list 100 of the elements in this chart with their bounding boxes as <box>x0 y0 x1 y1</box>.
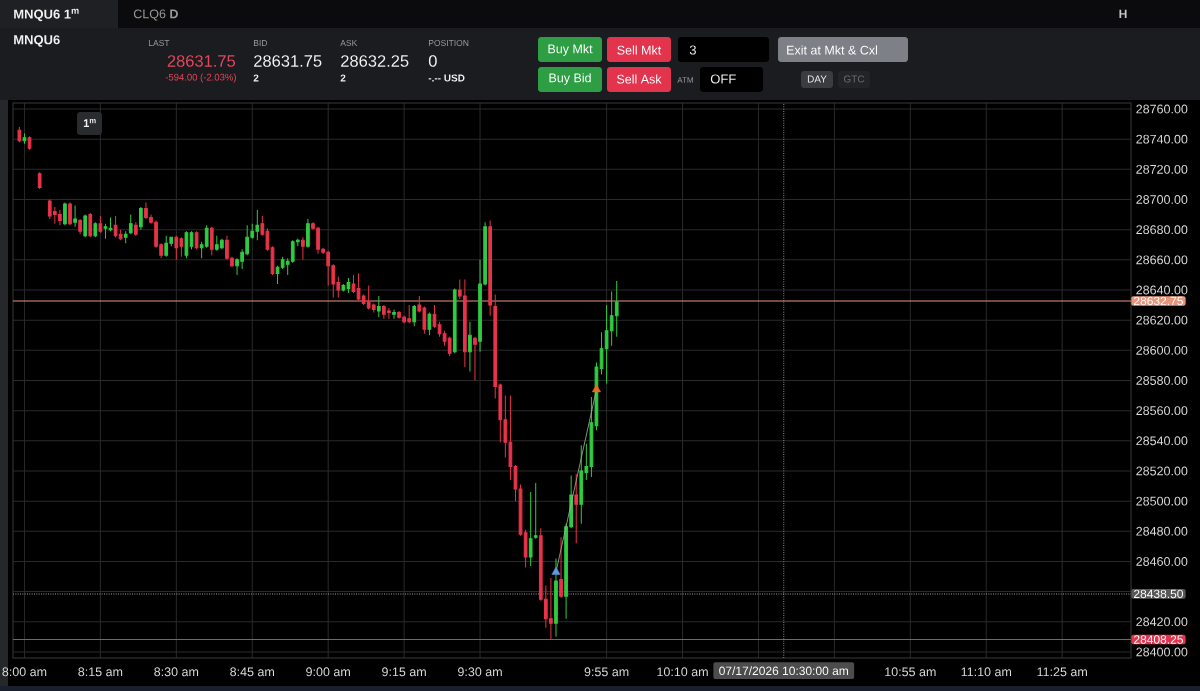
text: ASK <box>340 39 358 46</box>
candlestick <box>392 309 396 320</box>
ref-line-label: 28438.50 <box>1134 589 1183 599</box>
text: Buy Bid <box>549 73 591 85</box>
x-tick-label: 9:30 am <box>458 667 502 677</box>
candlestick <box>488 220 493 317</box>
y-tick-label: 28580.00 <box>1136 376 1188 385</box>
text: 0 <box>428 55 437 67</box>
candlestick <box>468 321 472 372</box>
y-tick-label: 28720.00 <box>1136 164 1188 174</box>
text: Exit at Mkt & Cxl <box>787 45 878 55</box>
candlestick <box>533 482 538 540</box>
text: 2 <box>253 74 259 82</box>
x-tick-label: 11:25 am <box>1037 667 1087 677</box>
ref-line-label: 28408.25 <box>1134 635 1183 644</box>
chart-title: MNQU6 1$^{m}$ <box>14 8 79 22</box>
x-tick-label: 8:00 am <box>2 667 47 677</box>
y-tick-label: 28520.00 <box>1136 466 1188 476</box>
text: 28632.25 <box>341 55 409 67</box>
text: OFF <box>710 74 736 84</box>
candlestick <box>68 202 72 226</box>
candlestick <box>22 132 27 145</box>
x-tick-label: 9:00 am <box>306 667 350 677</box>
candlestick <box>301 236 305 261</box>
y-tick-label: 28480.00 <box>1136 526 1188 536</box>
candlestick <box>473 336 477 381</box>
candlestick <box>376 295 381 318</box>
candlestick <box>27 135 32 151</box>
x-tick-label: 8:15 am <box>78 667 123 677</box>
text: GTC <box>843 75 865 83</box>
candlestick <box>452 287 457 354</box>
x-tick-label: 9:55 am <box>584 667 629 677</box>
candlestick <box>83 214 88 238</box>
candlestick <box>164 235 169 258</box>
y-tick-label: 28680.00 <box>1136 225 1188 235</box>
text: Sell Ask <box>616 74 662 84</box>
candlestick <box>574 473 579 544</box>
text: Sell Mkt <box>617 45 662 55</box>
candlestick <box>351 274 356 294</box>
y-tick-label: 28600.00 <box>1136 345 1188 355</box>
x-tick-label: 10:10 am <box>657 667 708 677</box>
candlestick <box>427 312 432 336</box>
candlestick <box>194 230 199 250</box>
candlestick <box>306 218 310 249</box>
candlestick <box>432 304 437 329</box>
candlestick <box>37 171 42 190</box>
x-tick-label: 10:55 am <box>885 667 936 677</box>
y-tick-label: 28540.00 <box>1136 436 1188 446</box>
x-tick-label: 9:15 am <box>382 667 426 677</box>
candlestick <box>270 245 275 276</box>
text: ATM <box>677 77 693 83</box>
candlestick <box>528 491 533 567</box>
candlestick <box>184 230 189 259</box>
candlestick <box>98 215 103 234</box>
candlestick <box>554 557 558 638</box>
y-tick-label: 28560.00 <box>1136 406 1188 416</box>
candlestick <box>133 221 138 237</box>
text: Buy Mkt <box>548 44 593 56</box>
text: CLQ6 D <box>133 9 178 21</box>
y-tick-label: 28460.00 <box>1136 557 1188 566</box>
candlestick <box>78 218 82 235</box>
candlestick <box>412 304 417 327</box>
text: LAST <box>148 39 170 46</box>
candlestick <box>579 444 584 525</box>
candlestick <box>63 202 67 226</box>
text: H <box>1119 9 1127 19</box>
candlestick <box>88 212 93 238</box>
x-tick-label: 8:45 am <box>230 667 275 677</box>
candlestick <box>73 205 77 228</box>
y-tick-label: 28700.00 <box>1136 195 1188 204</box>
text: DAY <box>807 75 827 83</box>
chart-subtitle: MNQU6 <box>14 35 60 47</box>
text: BID <box>253 40 268 46</box>
text: 3 <box>689 45 696 55</box>
text: 28631.75 <box>167 55 236 67</box>
x-tick-label: 8:30 am <box>154 667 199 677</box>
y-tick-label: 28660.00 <box>1136 255 1188 265</box>
text: -594.00 (-2.03%) <box>165 73 236 83</box>
candlestick <box>93 221 98 238</box>
text: POSITION <box>428 39 469 46</box>
y-tick-label: 28400.00 <box>1136 647 1188 657</box>
text: 2 <box>340 74 346 82</box>
text: 28631.75 <box>254 55 322 67</box>
candlestick <box>108 217 113 232</box>
candlestick <box>174 235 179 261</box>
candlestick <box>123 230 128 244</box>
candlestick <box>559 536 563 599</box>
candlestick <box>189 230 194 250</box>
y-tick-label: 28640.00 <box>1136 285 1188 295</box>
annotation: 1$^{m}$ <box>83 119 96 127</box>
ref-line-label: 28632.75 <box>1134 296 1183 306</box>
candlestick <box>17 126 22 143</box>
y-tick-label: 28620.00 <box>1136 315 1188 325</box>
y-tick-label: 28740.00 <box>1136 134 1188 144</box>
x-tick-label: 11:10 am <box>961 667 1012 677</box>
y-tick-label: 28760.00 <box>1136 104 1188 114</box>
ref-line-label: 07/17/2026 10:30:00 am <box>719 666 848 676</box>
candlestick <box>128 214 133 235</box>
candlestick <box>103 223 108 240</box>
y-tick-label: 28420.00 <box>1136 617 1188 627</box>
